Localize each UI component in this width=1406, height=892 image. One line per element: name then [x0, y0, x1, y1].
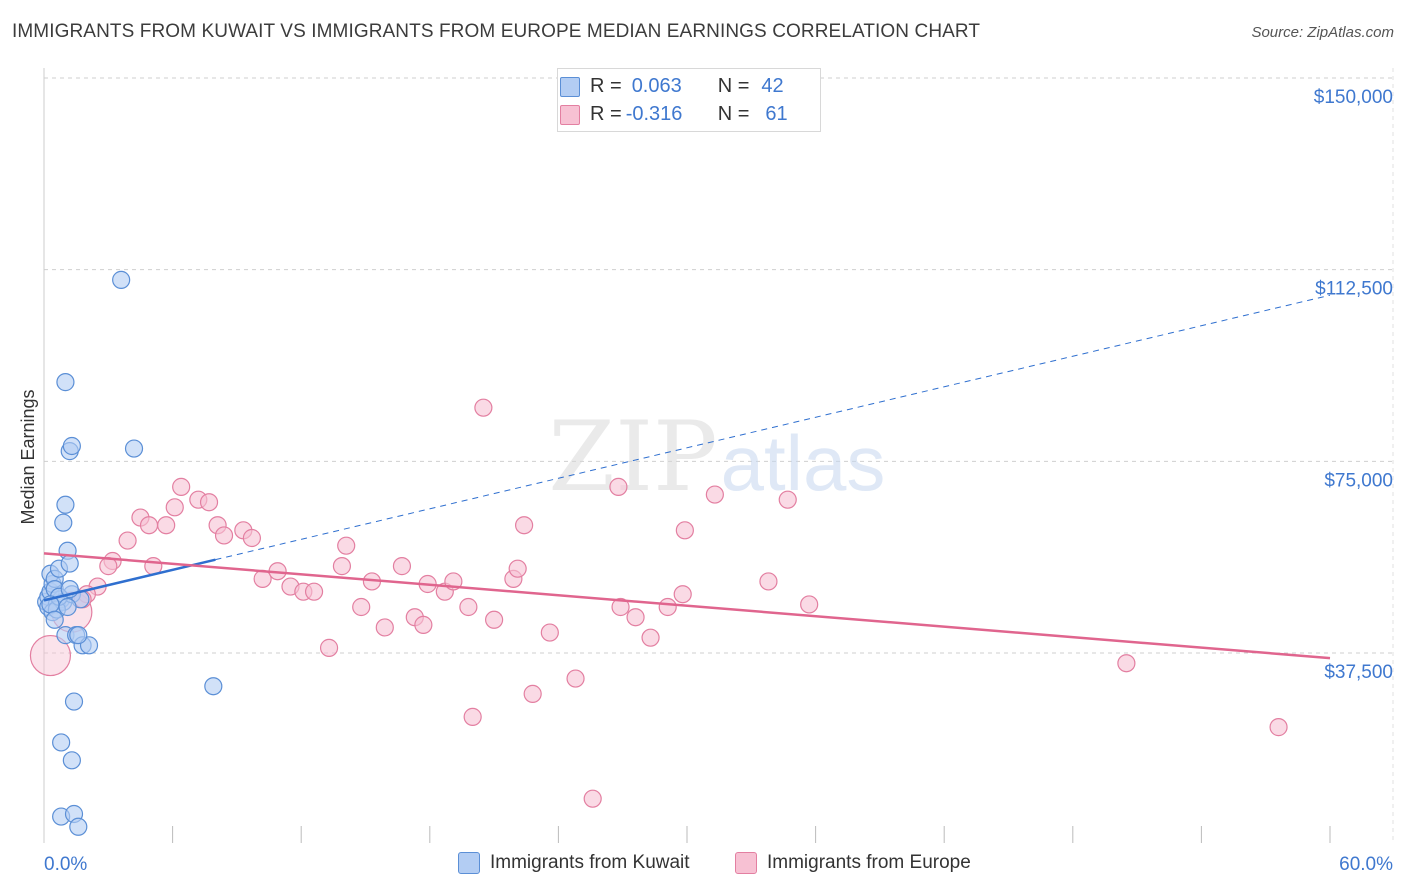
- scatter-point: [474, 398, 493, 417]
- scatter-point: [566, 669, 585, 688]
- scatter-point: [800, 595, 819, 614]
- legend-swatch-kuwait: [560, 77, 580, 97]
- kuwait-points: [37, 270, 223, 836]
- scatter-point: [56, 495, 75, 514]
- legend-r-value: -0.316: [625, 102, 683, 125]
- scatter-point: [172, 477, 191, 496]
- scatter-point: [375, 618, 394, 637]
- scatter-point: [1117, 654, 1136, 673]
- legend-r-value: 0.063: [631, 74, 682, 97]
- trend-line-europe: [43, 552, 1331, 660]
- scatter-point: [58, 597, 77, 617]
- scatter-point: [54, 513, 73, 532]
- y-axis-label: Median Earnings: [18, 389, 38, 524]
- scatter-point: [319, 638, 339, 657]
- legend-n-label: N =: [717, 102, 750, 125]
- y-tick-label: $75,000: [1324, 470, 1393, 491]
- scatter-point: [69, 817, 88, 836]
- scatter-point: [1269, 718, 1288, 737]
- scatter-point: [304, 582, 324, 601]
- chart-title: IMMIGRANTS FROM KUWAIT VS IMMIGRANTS FRO…: [12, 21, 981, 42]
- scatter-point: [611, 597, 630, 617]
- bottom-legend-swatch-kuwait: [458, 852, 480, 874]
- gridlines: [44, 77, 1393, 654]
- scatter-point: [204, 677, 223, 696]
- scatter-point: [124, 439, 144, 458]
- scatter-point: [673, 585, 692, 604]
- legend-row-europe: R = -0.316 N = 61: [560, 101, 788, 127]
- scatter-point: [165, 498, 184, 517]
- watermark-zip: ZIP: [548, 401, 717, 513]
- scatter-point: [60, 554, 79, 573]
- scatter-point: [515, 516, 534, 535]
- source-label: Source: ZipAtlas.com: [1251, 24, 1394, 41]
- legend-n-value: 42: [761, 74, 784, 97]
- scatter-point: [253, 569, 272, 588]
- x-tick-left: 0.0%: [44, 854, 87, 875]
- legend-r-label: R =: [590, 102, 622, 125]
- scatter-point: [242, 528, 262, 548]
- x-tick-right: 60.0%: [1339, 854, 1393, 875]
- scatter-point: [523, 684, 542, 703]
- scatter-point: [214, 526, 234, 545]
- scatter-point: [157, 516, 176, 535]
- scatter-point: [626, 608, 645, 627]
- scatter-point: [45, 610, 64, 629]
- bottom-legend-label-europe: Immigrants from Europe: [767, 852, 971, 873]
- scatter-point: [52, 733, 71, 752]
- scatter-point: [64, 692, 84, 711]
- scatter-point: [463, 707, 482, 726]
- scatter-point: [337, 536, 356, 555]
- y-tick-label: $37,500: [1324, 662, 1393, 683]
- scatter-point: [609, 477, 628, 496]
- bottom-legend-label-kuwait: Immigrants from Kuwait: [490, 852, 690, 873]
- scatter-point: [69, 626, 88, 645]
- scatter-point: [641, 628, 660, 647]
- scatter-point: [332, 557, 352, 576]
- watermark-atlas: atlas: [721, 419, 886, 507]
- scatter-point: [118, 531, 137, 550]
- y-tick-labels: $37,500 $75,000 $112,500 $150,000: [1314, 87, 1393, 683]
- scatter-point: [29, 634, 72, 677]
- y-tick-label: $112,500: [1315, 279, 1393, 300]
- bottom-legend-swatch-europe: [735, 852, 757, 874]
- legend-r-label: R =: [590, 74, 622, 97]
- scatter-point: [392, 557, 412, 576]
- legend-n-label: N =: [717, 74, 750, 97]
- scatter-point: [759, 572, 778, 591]
- scatter-point: [139, 516, 159, 535]
- correlation-legend: R = 0.063 N = 42 R = -0.316 N = 61: [557, 68, 821, 132]
- y-tick-label: $150,000: [1314, 87, 1393, 108]
- legend-n-value: 61: [765, 102, 788, 125]
- scatter-point: [658, 597, 677, 617]
- scatter-point: [352, 597, 371, 617]
- axes: [43, 68, 1394, 843]
- scatter-point: [583, 789, 602, 808]
- scatter-point: [199, 493, 219, 512]
- bottom-legend-europe: Immigrants from Europe: [735, 852, 971, 874]
- scatter-point: [675, 521, 694, 540]
- scatter-point: [62, 751, 81, 770]
- legend-swatch-europe: [560, 105, 580, 125]
- scatter-point: [112, 270, 131, 289]
- bottom-legend-kuwait: Immigrants from Kuwait: [458, 852, 690, 874]
- scatter-point: [508, 559, 527, 578]
- scatter-point: [62, 436, 81, 456]
- scatter-point: [778, 490, 797, 509]
- scatter-point: [485, 610, 504, 629]
- trend-lines: [43, 294, 1331, 660]
- trend-line-kuwait-solid: [43, 558, 216, 602]
- trend-line-kuwait-dashed: [215, 294, 1331, 561]
- scatter-point: [414, 615, 433, 634]
- scatter-point: [56, 373, 75, 392]
- legend-row-kuwait: R = 0.063 N = 42: [560, 73, 784, 99]
- scatter-point: [540, 623, 559, 642]
- scatter-point: [705, 485, 724, 504]
- scatter-point: [459, 597, 478, 617]
